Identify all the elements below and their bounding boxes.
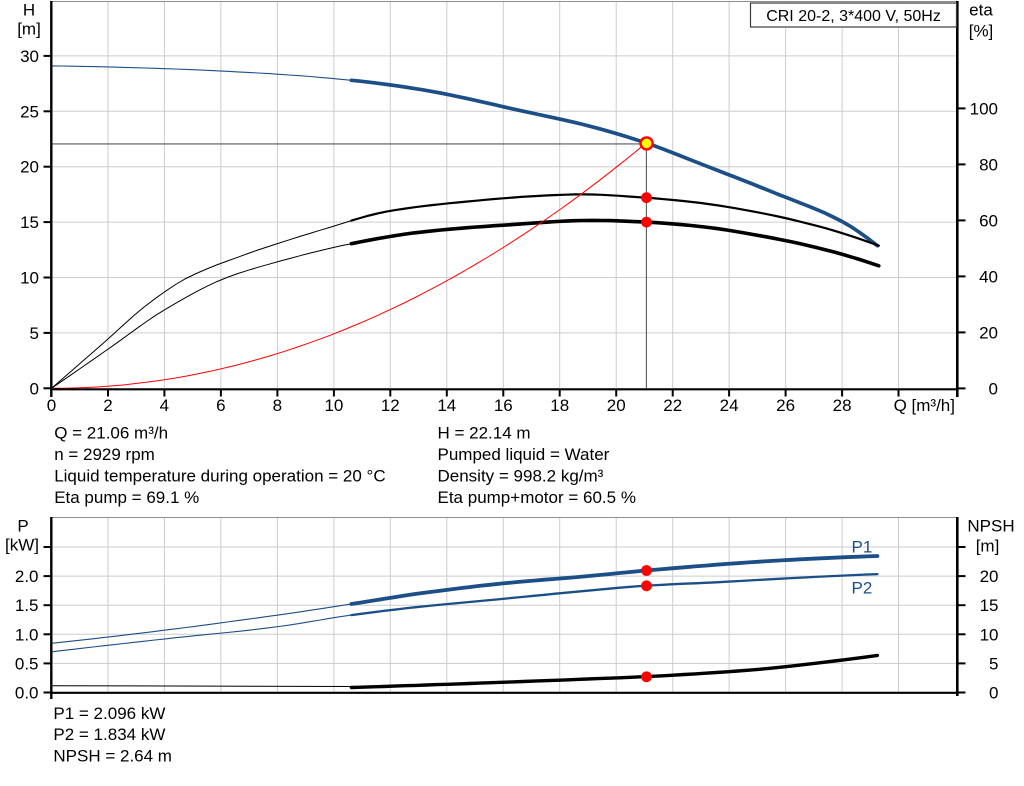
svg-text:6: 6: [216, 396, 225, 415]
svg-text:1.0: 1.0: [15, 625, 39, 644]
svg-text:NPSH: NPSH: [967, 517, 1014, 536]
svg-text:80: 80: [979, 155, 998, 174]
svg-text:100: 100: [970, 99, 998, 118]
svg-text:20: 20: [980, 567, 999, 586]
svg-text:H = 22.14 m: H = 22.14 m: [438, 424, 531, 443]
svg-text:14: 14: [437, 396, 456, 415]
svg-text:[m]: [m]: [17, 20, 41, 39]
svg-text:0.5: 0.5: [15, 654, 39, 673]
svg-text:Eta pump = 69.1 %: Eta pump = 69.1 %: [54, 488, 199, 507]
svg-text:Density = 998.2 kg/m³: Density = 998.2 kg/m³: [438, 466, 604, 485]
svg-text:[m]: [m]: [976, 537, 1000, 556]
svg-text:Liquid temperature during oper: Liquid temperature during operation = 20…: [54, 466, 385, 485]
svg-text:H: H: [23, 1, 35, 20]
svg-text:22: 22: [663, 396, 682, 415]
svg-text:5: 5: [30, 324, 39, 343]
svg-text:20: 20: [979, 323, 998, 342]
svg-text:24: 24: [720, 396, 739, 415]
svg-text:10: 10: [980, 625, 999, 644]
svg-text:0: 0: [989, 684, 998, 703]
svg-text:25: 25: [20, 102, 39, 121]
svg-text:12: 12: [381, 396, 400, 415]
svg-text:Q [m³/h]: Q [m³/h]: [894, 396, 955, 415]
svg-text:NPSH = 2.64 m: NPSH = 2.64 m: [53, 747, 172, 766]
svg-text:CRI 20-2, 3*400 V, 50Hz: CRI 20-2, 3*400 V, 50Hz: [766, 8, 941, 25]
svg-text:0: 0: [47, 396, 56, 415]
svg-text:P: P: [17, 517, 28, 536]
svg-text:4: 4: [160, 396, 169, 415]
svg-text:40: 40: [979, 267, 998, 286]
svg-text:16: 16: [494, 396, 513, 415]
svg-text:n = 2929 rpm: n = 2929 rpm: [54, 445, 155, 464]
svg-text:2: 2: [103, 396, 112, 415]
svg-text:1.5: 1.5: [15, 596, 39, 615]
svg-text:26: 26: [776, 396, 795, 415]
svg-text:P1: P1: [852, 537, 873, 556]
svg-text:8: 8: [273, 396, 282, 415]
svg-text:0: 0: [30, 379, 39, 398]
svg-text:18: 18: [550, 396, 569, 415]
svg-text:0: 0: [989, 379, 998, 398]
svg-text:15: 15: [20, 213, 39, 232]
svg-text:2.0: 2.0: [15, 567, 39, 586]
svg-text:10: 10: [324, 396, 343, 415]
svg-text:Q = 21.06 m³/h: Q = 21.06 m³/h: [54, 424, 168, 443]
svg-text:5: 5: [989, 654, 998, 673]
svg-text:10: 10: [20, 269, 39, 288]
svg-text:eta: eta: [969, 1, 993, 20]
svg-text:Pumped liquid = Water: Pumped liquid = Water: [438, 445, 610, 464]
svg-text:P2: P2: [852, 579, 873, 598]
svg-text:20: 20: [607, 396, 626, 415]
svg-text:60: 60: [979, 211, 998, 230]
svg-text:30: 30: [20, 47, 39, 66]
svg-text:20: 20: [20, 158, 39, 177]
svg-text:Eta pump+motor = 60.5 %: Eta pump+motor = 60.5 %: [438, 488, 636, 507]
svg-text:P2 = 1.834 kW: P2 = 1.834 kW: [53, 725, 165, 744]
svg-text:28: 28: [833, 396, 852, 415]
svg-text:P1 = 2.096 kW: P1 = 2.096 kW: [53, 704, 165, 723]
svg-text:[kW]: [kW]: [5, 536, 39, 555]
svg-text:[%]: [%]: [969, 22, 994, 41]
svg-text:15: 15: [980, 596, 999, 615]
svg-text:0.0: 0.0: [15, 684, 39, 703]
